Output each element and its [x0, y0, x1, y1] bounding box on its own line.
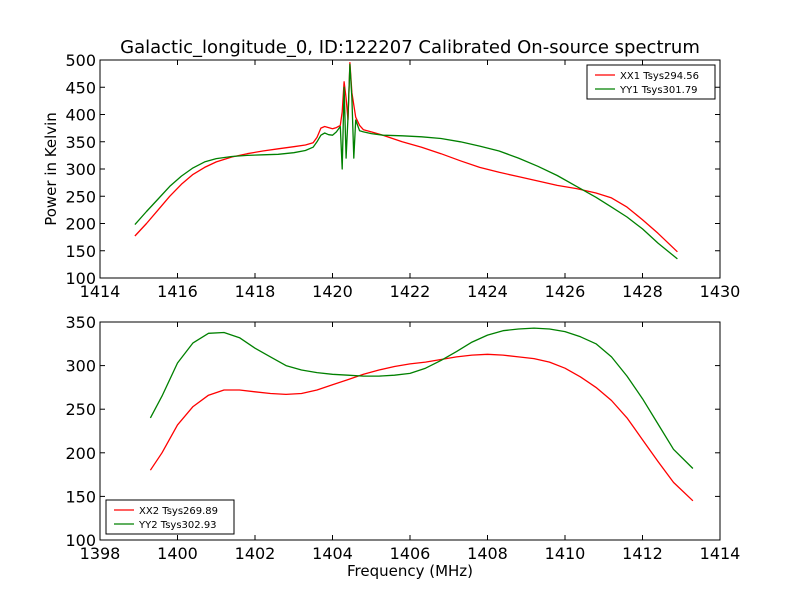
x-tick-label: 1422 — [390, 282, 431, 301]
y-tick-label: 300 — [65, 357, 96, 376]
y-tick-label: 150 — [65, 242, 96, 261]
legend-box — [586, 64, 716, 100]
y-axis-label: Power in Kelvin — [42, 112, 60, 226]
x-tick-label: 1404 — [312, 544, 353, 563]
y-tick-label: 200 — [65, 444, 96, 463]
chart-panel-1: 1414 1416 1418 1420 1422 1424 1426 1428 1430 100 1… — [42, 51, 740, 301]
series-line-2-1 — [149, 353, 694, 502]
x-tick-label: 1426 — [545, 282, 586, 301]
legend-entry-label: XX2 Tsys269.89 — [139, 506, 218, 517]
legend-entry-label: YY1 Tsys301.79 — [619, 85, 698, 96]
y-tick-label: 350 — [65, 133, 96, 152]
x-tick-label: 1414 — [80, 282, 121, 301]
y-tick-label: 200 — [65, 215, 96, 234]
x-tick-label: 1430 — [700, 282, 741, 301]
y-tick-label: 250 — [65, 187, 96, 206]
x-axis-label: Frequency (MHz) — [347, 562, 473, 580]
x-tick-label: 1402 — [235, 544, 276, 563]
series-line-1-2 — [134, 63, 678, 260]
legend: XX2 Tsys269.89 YY2 Tsys302.93 — [105, 499, 235, 535]
y-tick-label: 300 — [65, 160, 96, 179]
x-tick-label: 1424 — [467, 282, 508, 301]
legend-entry-label: XX1 Tsys294.56 — [620, 71, 699, 82]
x-tick-label: 1408 — [467, 544, 508, 563]
legend-box — [105, 499, 235, 535]
x-tick-label: 1418 — [235, 282, 276, 301]
y-tick-label: 250 — [65, 400, 96, 419]
x-tick-label: 1416 — [157, 282, 198, 301]
series-line-2-2 — [149, 327, 694, 469]
x-tick-label: 1428 — [622, 282, 663, 301]
figure-title: Galactic_longitude_0, ID:122207 Calibrat… — [120, 37, 700, 58]
legend-entry-label: YY2 Tsys302.93 — [138, 520, 217, 531]
x-tick-label: 1412 — [622, 544, 663, 563]
y-tick-label: 450 — [65, 78, 96, 97]
y-tick-label: 500 — [65, 51, 96, 70]
x-tick-label: 1400 — [157, 544, 198, 563]
x-tick-label: 1406 — [390, 544, 431, 563]
legend: XX1 Tsys294.56 YY1 Tsys301.79 — [586, 64, 716, 100]
y-tick-label: 350 — [65, 313, 96, 332]
x-tick-label: 1410 — [545, 544, 586, 563]
x-tick-label: 1414 — [700, 544, 741, 563]
y-tick-label: 100 — [65, 531, 96, 550]
x-tick-label: 1398 — [80, 544, 121, 563]
x-tick-label: 1420 — [312, 282, 353, 301]
chart-panels: 1414 1416 1418 1420 1422 1424 1426 1428 14301001… — [42, 51, 740, 580]
y-tick-label: 150 — [65, 487, 96, 506]
chart-panel-2: 1398 1400 1402 1404 1406 1408 1410 1412 1414 100 1… — [65, 313, 740, 580]
y-tick-label: 100 — [65, 269, 96, 288]
y-tick-label: 400 — [65, 106, 96, 125]
